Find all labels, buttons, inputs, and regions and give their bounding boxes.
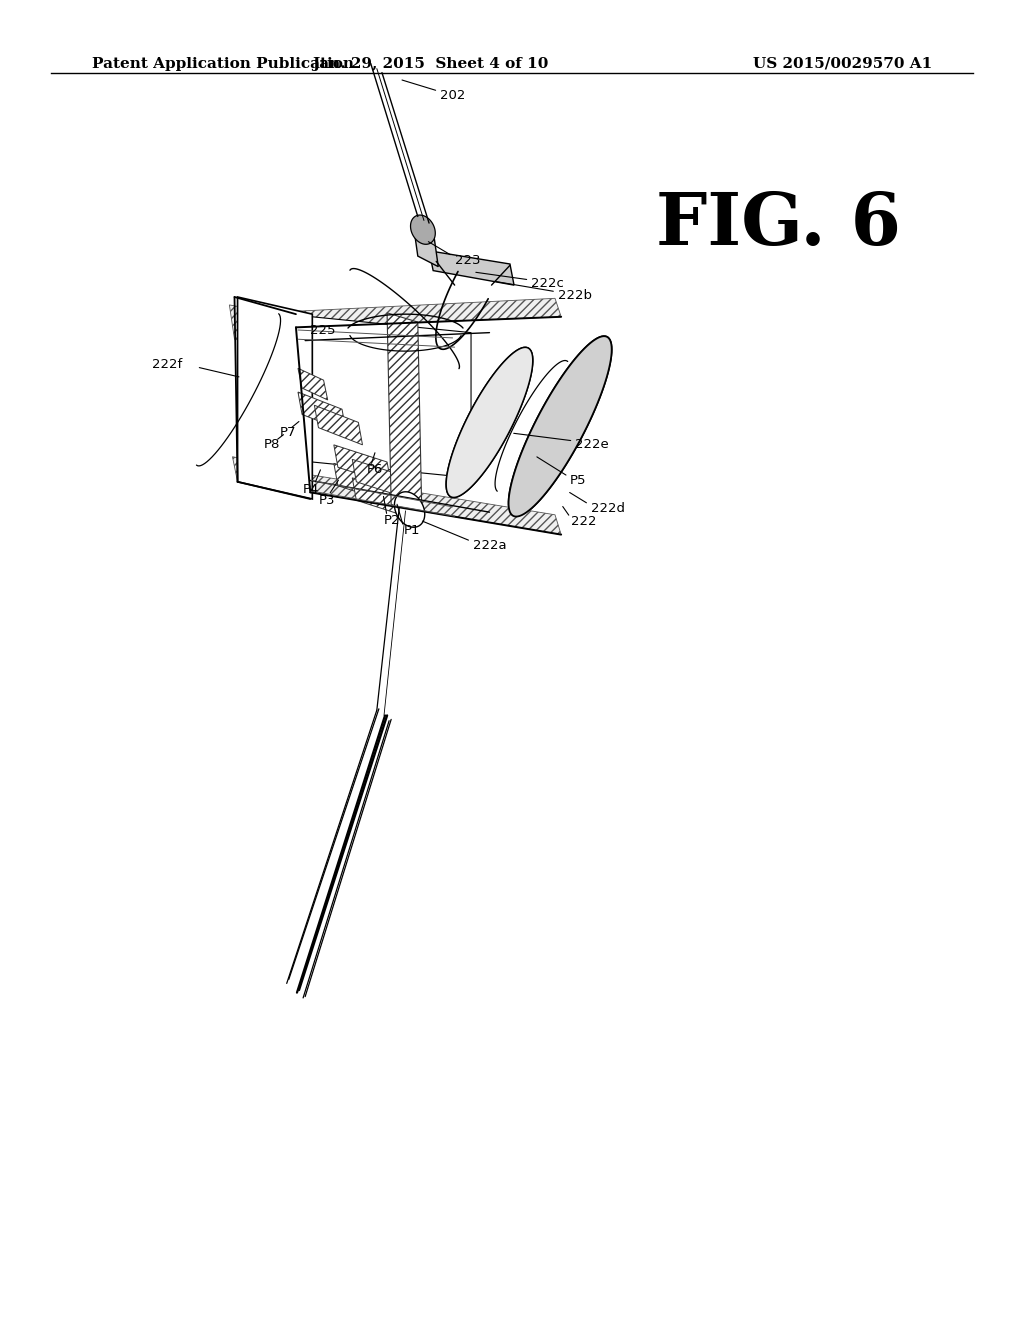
Polygon shape — [334, 463, 391, 503]
Text: 222b: 222b — [558, 289, 592, 302]
Text: P8: P8 — [264, 438, 281, 451]
Polygon shape — [291, 298, 561, 327]
Text: Patent Application Publication: Patent Application Publication — [92, 57, 354, 71]
Polygon shape — [394, 492, 425, 527]
Text: 222c: 222c — [531, 277, 564, 290]
Polygon shape — [334, 445, 391, 484]
Polygon shape — [446, 347, 532, 498]
Text: P4: P4 — [303, 483, 319, 496]
Text: US 2015/0029570 A1: US 2015/0029570 A1 — [753, 57, 932, 71]
Polygon shape — [314, 405, 362, 445]
Text: 222a: 222a — [473, 539, 507, 552]
Polygon shape — [298, 392, 346, 432]
Polygon shape — [446, 347, 532, 498]
Text: 222: 222 — [571, 515, 597, 528]
Text: P1: P1 — [403, 524, 420, 537]
Text: P7: P7 — [280, 426, 296, 440]
Polygon shape — [414, 227, 438, 267]
Text: 222f: 222f — [152, 358, 182, 371]
Polygon shape — [232, 457, 310, 496]
Text: FIG. 6: FIG. 6 — [655, 189, 901, 260]
Text: 202: 202 — [440, 88, 466, 102]
Text: 222e: 222e — [575, 438, 609, 451]
Polygon shape — [312, 317, 471, 478]
Polygon shape — [298, 368, 328, 400]
Polygon shape — [509, 337, 611, 516]
Polygon shape — [411, 215, 435, 244]
Polygon shape — [509, 337, 611, 516]
Text: 222d: 222d — [591, 502, 625, 515]
Text: Jan. 29, 2015  Sheet 4 of 10: Jan. 29, 2015 Sheet 4 of 10 — [312, 57, 548, 71]
Polygon shape — [238, 297, 312, 499]
Polygon shape — [352, 459, 410, 499]
Text: P5: P5 — [569, 474, 586, 487]
Text: P3: P3 — [318, 494, 335, 507]
Text: P6: P6 — [367, 463, 383, 477]
Text: 223: 223 — [455, 253, 480, 267]
Polygon shape — [352, 478, 410, 517]
Polygon shape — [387, 313, 422, 517]
Polygon shape — [229, 305, 307, 352]
Text: P2: P2 — [384, 513, 400, 527]
Polygon shape — [429, 251, 514, 285]
Text: 225: 225 — [310, 323, 335, 337]
Polygon shape — [305, 474, 561, 535]
